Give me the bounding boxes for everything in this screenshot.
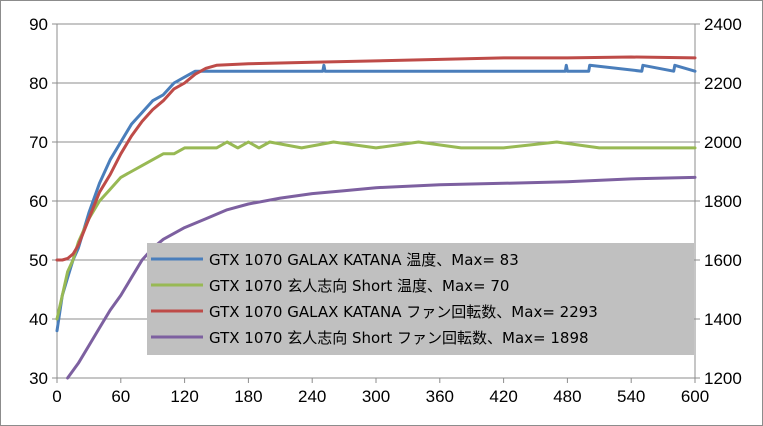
x-tick-label-2: 120 (170, 387, 198, 406)
y-right-tick-label-1: 1400 (704, 310, 742, 329)
legend-background (147, 243, 694, 355)
legend-label-3: GTX 1070 玄人志向 Short ファン回転数、Max= 1898 (209, 329, 589, 347)
y-right-tick-label-3: 1800 (704, 192, 742, 211)
legend-label-0: GTX 1070 GALAX KATANA 温度、Max= 83 (209, 251, 519, 269)
x-tick-label-1: 60 (111, 387, 130, 406)
series-line-1 (55, 140, 697, 321)
series-line-0 (55, 63, 697, 333)
x-tick-label-7: 420 (489, 387, 517, 406)
series-group (55, 55, 697, 380)
series-line-3 (66, 175, 697, 380)
y-right-tick-label-0: 1200 (704, 369, 742, 388)
series-line-2 (55, 55, 697, 262)
x-tick-label-9: 540 (617, 387, 645, 406)
y-right-tick-label-4: 2000 (704, 133, 742, 152)
y-left-tick-label-2: 50 (29, 251, 48, 270)
y-left-tick-label-3: 60 (29, 192, 48, 211)
y-left-tick-label-0: 30 (29, 369, 48, 388)
y-right-tick-label-5: 2200 (704, 74, 742, 93)
y-left-tick-label-6: 90 (29, 15, 48, 34)
legend-label-1: GTX 1070 玄人志向 Short 温度、Max= 70 (209, 277, 509, 295)
x-tick-label-10: 600 (681, 387, 709, 406)
x-tick-label-3: 180 (234, 387, 262, 406)
x-tick-label-8: 480 (553, 387, 581, 406)
x-tick-label-4: 240 (298, 387, 326, 406)
y-left-tick-label-1: 40 (29, 310, 48, 329)
y-right-tick-label-2: 1600 (704, 251, 742, 270)
y-left-tick-label-5: 80 (29, 74, 48, 93)
y-right-tick-label-6: 2400 (704, 15, 742, 34)
x-tick-label-6: 360 (426, 387, 454, 406)
x-tick-label-5: 300 (362, 387, 390, 406)
x-tick-label-0: 0 (52, 387, 61, 406)
legend: GTX 1070 GALAX KATANA 温度、Max= 83 GTX 1070… (147, 243, 694, 355)
tick-labels: 0 60 120 180 240 300 360 420 480 540 600 30 40 50 60 70… (29, 15, 742, 406)
legend-label-2: GTX 1070 GALAX KATANA ファン回転数、Max= 2293 (209, 303, 598, 321)
y-left-tick-label-4: 70 (29, 133, 48, 152)
